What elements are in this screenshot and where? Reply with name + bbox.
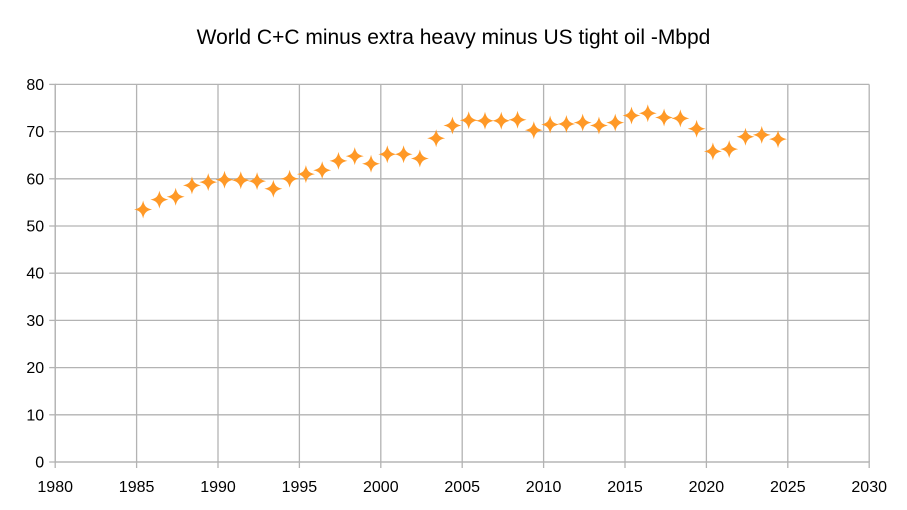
x-axis-tick-label: 2015 [607, 479, 643, 496]
y-axis-tick-label: 60 [26, 171, 44, 188]
data-point-marker [557, 115, 576, 134]
y-axis-tick-label: 70 [26, 124, 44, 141]
x-axis-tick-label: 1980 [37, 479, 73, 496]
data-point-marker [166, 187, 185, 206]
data-point-marker [508, 110, 527, 129]
x-axis-tick-label: 2000 [363, 479, 399, 496]
x-axis-tick-label: 2020 [689, 479, 725, 496]
data-point-marker [264, 179, 283, 198]
data-point-marker [394, 145, 413, 164]
data-point-marker [720, 140, 739, 159]
data-point-marker [736, 127, 755, 146]
data-point-marker [199, 173, 218, 192]
data-point-marker [541, 115, 560, 134]
x-axis-tick-label: 2025 [770, 479, 806, 496]
x-axis-tick-label: 1985 [119, 479, 155, 496]
x-axis-tick-label: 1995 [282, 479, 318, 496]
data-point-marker [622, 106, 641, 125]
y-axis-tick-label: 80 [26, 77, 44, 94]
y-axis-tick-label: 20 [26, 360, 44, 377]
data-point-marker [248, 172, 267, 191]
data-point-marker [231, 171, 250, 190]
data-point-marker [573, 113, 592, 132]
data-point-marker [671, 109, 690, 128]
data-point-marker [492, 111, 511, 130]
data-point-marker [296, 165, 315, 184]
data-point-marker [410, 149, 429, 168]
data-point-marker [475, 111, 494, 130]
data-point-marker [215, 170, 234, 189]
data-point-marker [655, 108, 674, 127]
data-point-marker [443, 116, 462, 135]
chart-title: World C+C minus extra heavy minus US tig… [196, 26, 711, 49]
data-point-marker [769, 130, 788, 149]
x-axis-tick-label: 2030 [851, 479, 887, 496]
data-point-marker [703, 142, 722, 161]
data-point-marker [313, 161, 332, 180]
y-axis-tick-label: 40 [26, 266, 44, 283]
x-axis-tick-label: 1990 [200, 479, 236, 496]
data-point-marker [606, 113, 625, 132]
data-point-marker [280, 169, 299, 188]
x-axis-tick-label: 2010 [526, 479, 562, 496]
data-point-marker [362, 154, 381, 173]
data-point-marker [524, 121, 543, 140]
data-point-marker [329, 151, 348, 170]
y-axis-tick-label: 0 [35, 455, 44, 472]
data-point-marker [345, 147, 364, 166]
data-point-marker [134, 200, 153, 219]
data-point-marker [687, 119, 706, 138]
data-point-marker [182, 176, 201, 195]
data-point-marker [638, 104, 657, 123]
y-axis-tick-label: 10 [26, 407, 44, 424]
data-point-marker [589, 116, 608, 135]
x-axis-tick-label: 2005 [444, 479, 480, 496]
y-axis-tick-label: 50 [26, 219, 44, 236]
data-point-marker [378, 145, 397, 164]
data-point-marker [752, 125, 771, 144]
data-point-marker [427, 129, 446, 148]
data-point-marker [459, 111, 478, 130]
y-axis-tick-label: 30 [26, 313, 44, 330]
data-point-marker [150, 190, 169, 209]
